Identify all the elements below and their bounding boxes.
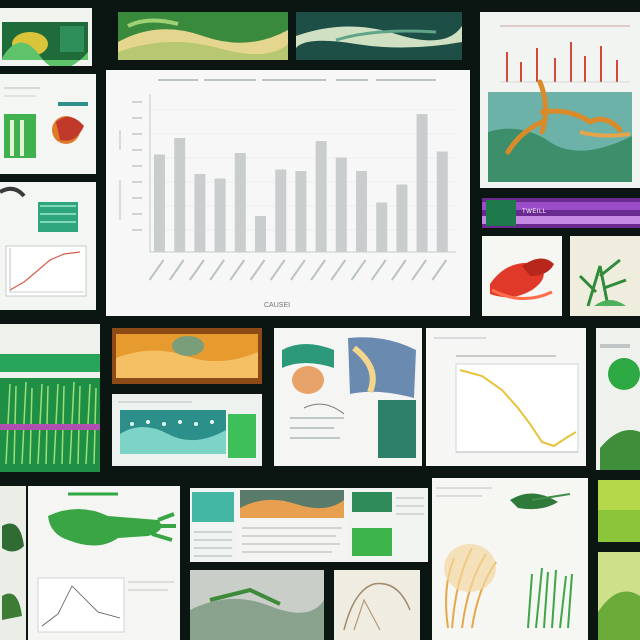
- bar: [416, 114, 428, 252]
- illustration-figure: [274, 328, 422, 466]
- thumbnail-bottom-left-paper: [28, 486, 180, 640]
- bar: [335, 157, 347, 252]
- green-swatch-image: [348, 488, 428, 562]
- bar: [356, 171, 367, 252]
- left-paper-figure-2: [0, 182, 96, 310]
- bar: [436, 151, 448, 252]
- x-tick-label-placeholder: [189, 259, 205, 281]
- orange-image: [112, 328, 262, 384]
- grass-image: [0, 324, 100, 472]
- thumbnail-red-flower: [482, 236, 562, 316]
- plant-figure: [432, 478, 588, 640]
- river-image: [296, 12, 462, 60]
- thumbnail-left-paper-1: [0, 74, 96, 174]
- thumbnail-bottom-edge: [0, 486, 26, 640]
- bar: [214, 178, 226, 252]
- x-tick-label-placeholder: [350, 259, 367, 281]
- main-bar-chart-panel: CAUSEI: [106, 70, 470, 316]
- root-figure: [480, 12, 640, 188]
- x-tick-label-placeholder: [370, 259, 387, 281]
- teal-table-image: [190, 488, 236, 562]
- thumbnail-root-paper: [480, 12, 640, 188]
- green-leaves-image: [596, 328, 640, 470]
- bar: [174, 138, 186, 252]
- thumbnail-teal-table: [190, 488, 236, 562]
- landscape-image: [118, 12, 288, 60]
- green-sketch-image: [570, 236, 640, 316]
- leaf-edge-image: [0, 486, 26, 640]
- x-tick-label-placeholder: [431, 259, 448, 281]
- green-gradient-image-2: [598, 552, 640, 640]
- green-gradient-image-1: [598, 480, 640, 542]
- x-tick-label-placeholder: [411, 259, 427, 281]
- grey-landscape-image: [190, 570, 324, 640]
- banner-text: TWEILL: [522, 209, 547, 215]
- thumbnail-green-gradient-2: [598, 552, 640, 640]
- bars: [154, 114, 448, 252]
- yellow-line-figure: [426, 328, 586, 466]
- bar: [396, 184, 408, 252]
- thumbnail-green-swatch: [348, 488, 428, 562]
- x-tick-label-placeholder: [148, 259, 165, 281]
- bar: [194, 174, 206, 252]
- main-bar-chart: [106, 70, 470, 316]
- banner-strip: TWEILL: [482, 198, 640, 228]
- thumbnail-green-gradient-1: [598, 480, 640, 542]
- sketch-image: [334, 570, 420, 640]
- bar: [295, 171, 307, 252]
- thumbnail-top-left: [0, 8, 92, 66]
- x-tick-label-placeholder: [168, 259, 185, 281]
- teal-pattern-image: [112, 394, 262, 466]
- center-bottom-image: [236, 488, 348, 562]
- thumbnail-grey-landscape: [190, 570, 324, 640]
- glove-figure: [28, 486, 180, 640]
- thumbnail-center-bottom: [236, 488, 348, 562]
- thumbnail-plant-paper: [432, 478, 588, 640]
- x-tick-label-placeholder: [330, 259, 347, 281]
- green-scene-image: [0, 8, 92, 66]
- red-flower-image: [482, 236, 562, 316]
- thumbnail-sketch-paper: [334, 570, 420, 640]
- bar: [154, 154, 165, 252]
- bar: [376, 202, 388, 252]
- banner-graphic: [482, 198, 640, 228]
- thumbnail-teal-pattern: [112, 394, 262, 466]
- thumbnail-green-leaves: [596, 328, 640, 470]
- bar: [234, 153, 246, 252]
- chart-caption: CAUSEI: [264, 302, 291, 309]
- thumbnail-orange-panel: [112, 328, 262, 384]
- bar: [255, 216, 266, 252]
- thumbnail-green-sketch: [570, 236, 640, 316]
- x-tick-label-placeholder: [209, 259, 225, 281]
- thumbnail-line-chart: [426, 328, 586, 466]
- thumbnail-left-paper-2: [0, 182, 96, 310]
- bar: [275, 169, 287, 252]
- x-tick-label-placeholder: [290, 259, 306, 281]
- left-paper-figure-1: [0, 74, 96, 174]
- x-tick-labels: [148, 259, 448, 281]
- x-tick-label-placeholder: [269, 259, 286, 281]
- thumbnail-landscape-1: [118, 12, 288, 60]
- x-tick-label-placeholder: [249, 259, 266, 281]
- x-tick-label-placeholder: [229, 259, 246, 281]
- y-axis: [119, 94, 151, 252]
- x-tick-label-placeholder: [310, 259, 326, 281]
- thumbnail-grass-panel: [0, 324, 100, 472]
- x-tick-label-placeholder: [391, 259, 407, 281]
- bar: [315, 141, 327, 252]
- thumbnail-landscape-2: [296, 12, 462, 60]
- thumbnail-illustration-paper: [274, 328, 422, 466]
